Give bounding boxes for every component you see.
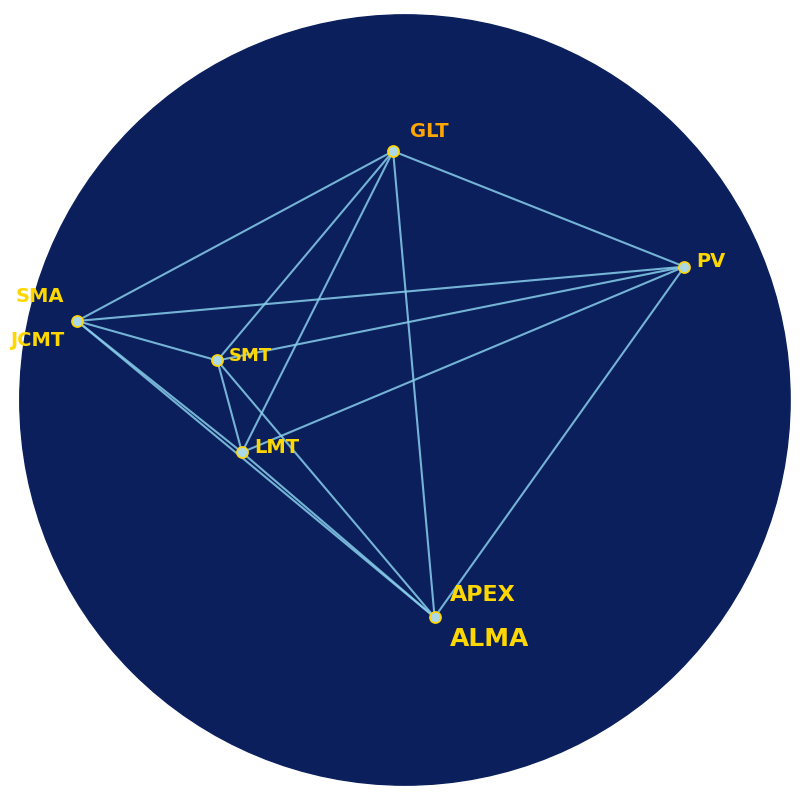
Text: ALMA: ALMA [450,627,529,651]
Text: SMA: SMA [16,287,64,306]
Text: APEX: APEX [450,586,515,606]
Text: GLT: GLT [410,122,449,142]
Circle shape [20,15,790,785]
Text: PV: PV [696,252,726,271]
Text: SMT: SMT [229,346,273,365]
Text: LMT: LMT [254,438,299,457]
Text: JCMT: JCMT [10,331,64,350]
